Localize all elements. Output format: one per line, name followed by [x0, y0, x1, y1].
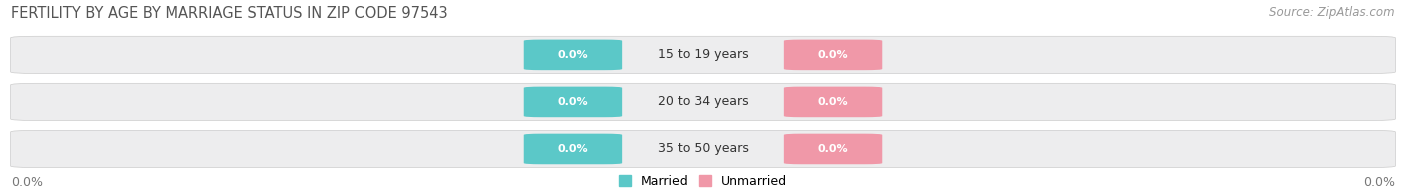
Text: 0.0%: 0.0% — [558, 144, 588, 154]
Text: FERTILITY BY AGE BY MARRIAGE STATUS IN ZIP CODE 97543: FERTILITY BY AGE BY MARRIAGE STATUS IN Z… — [11, 6, 449, 21]
FancyBboxPatch shape — [10, 36, 1395, 74]
Legend: Married, Unmarried: Married, Unmarried — [619, 175, 787, 188]
Text: 0.0%: 0.0% — [11, 176, 44, 189]
Text: 0.0%: 0.0% — [558, 97, 588, 107]
Text: 15 to 19 years: 15 to 19 years — [658, 48, 748, 61]
Text: 35 to 50 years: 35 to 50 years — [658, 142, 748, 155]
Text: 0.0%: 0.0% — [818, 50, 848, 60]
Text: Source: ZipAtlas.com: Source: ZipAtlas.com — [1270, 6, 1395, 19]
Text: 0.0%: 0.0% — [1362, 176, 1395, 189]
FancyBboxPatch shape — [785, 87, 883, 117]
FancyBboxPatch shape — [785, 134, 883, 164]
FancyBboxPatch shape — [10, 83, 1395, 121]
FancyBboxPatch shape — [524, 134, 621, 164]
Text: 0.0%: 0.0% — [558, 50, 588, 60]
FancyBboxPatch shape — [10, 130, 1395, 168]
Text: 0.0%: 0.0% — [818, 97, 848, 107]
Text: 20 to 34 years: 20 to 34 years — [658, 95, 748, 108]
FancyBboxPatch shape — [524, 87, 621, 117]
Text: 0.0%: 0.0% — [818, 144, 848, 154]
FancyBboxPatch shape — [524, 40, 621, 70]
FancyBboxPatch shape — [785, 40, 883, 70]
